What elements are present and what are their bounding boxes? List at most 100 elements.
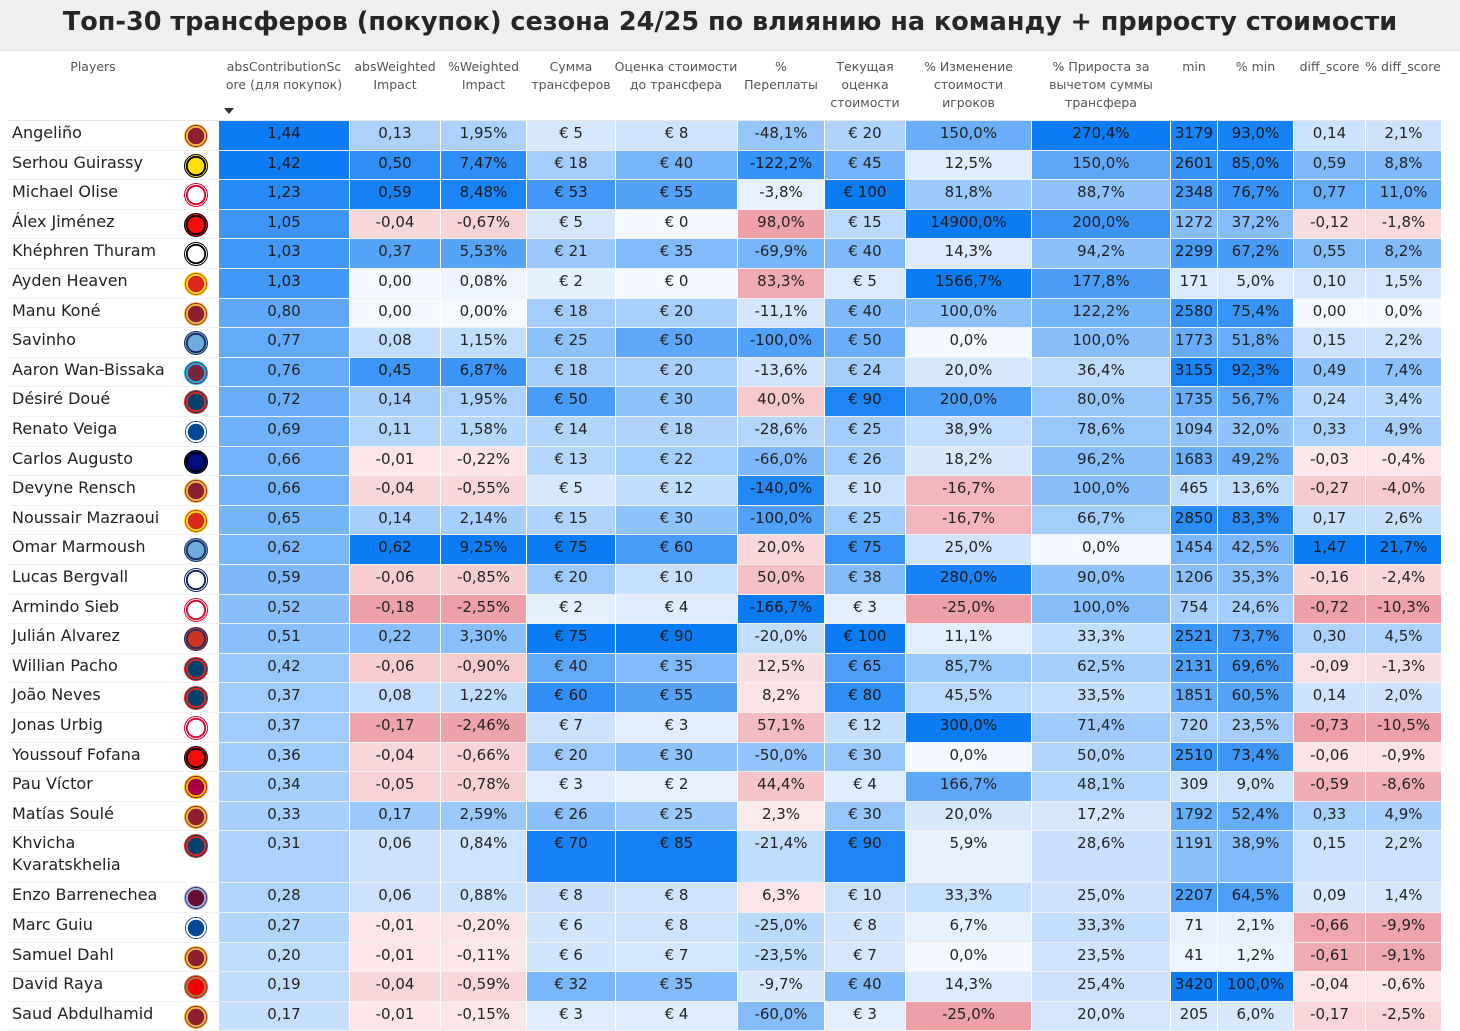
cell-bg-pdiff — [1366, 476, 1441, 505]
cell-bg-diff — [1294, 505, 1365, 535]
column-header-diff[interactable]: diff_score — [1299, 59, 1360, 74]
cell-over: -66,0% — [754, 449, 808, 468]
cell-diff: -0,59 — [1310, 775, 1349, 794]
cell-abs: 0,51 — [267, 627, 301, 646]
column-header-pmin[interactable]: % min — [1235, 59, 1276, 74]
cell-bg-gain — [1032, 535, 1170, 564]
column-header-est[interactable]: Оценка стоимости до трансфера — [614, 59, 738, 92]
cell-bg-min — [1171, 972, 1217, 1001]
sort-descending-icon[interactable] — [224, 108, 234, 114]
column-header-pdiff[interactable]: % diff_score — [1365, 59, 1441, 74]
column-header-cur[interactable]: Текущая оценка стоимости — [830, 59, 900, 110]
cell-awi: -0,01 — [375, 945, 415, 964]
cell-bg-gain — [1032, 831, 1170, 883]
column-header-awi[interactable]: absWeighted Impact — [354, 59, 436, 92]
cell-pdiff: -1,3% — [1381, 656, 1426, 675]
cell-abs: 0,34 — [267, 775, 301, 794]
cell-bg-abs — [219, 269, 349, 298]
astonvilla-logo — [184, 886, 208, 911]
row-divider — [8, 504, 1441, 506]
row-divider — [8, 149, 1441, 151]
cell-over: -28,6% — [754, 420, 808, 438]
cell-awi: 0,62 — [378, 538, 412, 557]
cell-diff: 0,00 — [1312, 301, 1347, 320]
cell-diff: -0,61 — [1310, 945, 1349, 964]
cell-bg-cur — [825, 180, 905, 209]
cell-est: € 35 — [659, 656, 694, 675]
cell-diff: -0,06 — [1310, 745, 1349, 764]
cell-bg-pdiff — [1366, 417, 1441, 446]
cell-awi: 0,00 — [378, 272, 412, 290]
cell-bg-est — [616, 742, 737, 772]
column-header-gain[interactable]: % Прироста за вычетом суммы трансфера — [1049, 59, 1153, 110]
cell-abs: 1,23 — [267, 183, 301, 202]
cell-bg-pwi — [441, 742, 526, 772]
cell-bg-pwi — [441, 594, 526, 624]
cell-bg-diff — [1294, 328, 1365, 357]
cell-bg-sum — [527, 505, 615, 535]
cell-chg: -25,0% — [941, 597, 996, 616]
cell-bg-cur — [825, 942, 905, 972]
cell-bg-chg — [906, 269, 1031, 298]
column-header-player[interactable]: Players — [70, 59, 116, 74]
cell-sum: € 2 — [559, 597, 583, 616]
cell-bg-diff — [1294, 594, 1365, 624]
cell-diff: -0,72 — [1310, 597, 1349, 616]
column-header-min[interactable]: min — [1182, 59, 1206, 74]
cell-bg-cur — [825, 269, 905, 298]
player-name: João Neves — [12, 685, 101, 705]
cell-bg-min — [1171, 180, 1217, 209]
cell-bg-pmin — [1218, 505, 1293, 535]
cell-sum: € 6 — [559, 945, 583, 964]
cell-bg-sum — [527, 150, 615, 180]
cell-bg-cur — [825, 239, 905, 268]
cell-bg-gain — [1032, 239, 1170, 268]
row-divider — [8, 741, 1441, 743]
cell-bg-sum — [527, 683, 615, 712]
cell-bg-diff — [1294, 624, 1365, 653]
cell-bg-est — [616, 357, 737, 387]
column-header-sum[interactable]: Сумма трансферов — [531, 59, 611, 92]
cell-sum: € 26 — [554, 804, 588, 823]
cell-over: -11,1% — [754, 301, 808, 320]
cell-sum: € 5 — [559, 479, 583, 498]
cell-bg-abs — [219, 446, 349, 476]
row-divider — [8, 416, 1441, 417]
cell-min: 1454 — [1174, 538, 1214, 557]
cell-bg-diff — [1294, 476, 1365, 505]
cell-bg-cur — [825, 476, 905, 505]
cell-bg-chg — [906, 801, 1031, 831]
cell-pwi: 5,53% — [459, 242, 508, 261]
cell-abs: 0,77 — [267, 331, 301, 350]
cell-abs: 0,76 — [267, 360, 301, 379]
cell-bg-pmin — [1218, 742, 1293, 772]
cell-gain: 270,4% — [1072, 124, 1130, 142]
column-header-chg[interactable]: % Изменение стоимости игроков — [924, 59, 1013, 110]
cell-pmin: 64,5% — [1231, 886, 1280, 905]
cell-over: -122,2% — [749, 153, 813, 172]
cell-abs: 0,80 — [267, 301, 301, 320]
cell-bg-pdiff — [1366, 942, 1441, 972]
cell-bg-awi — [350, 742, 440, 772]
cell-pmin: 49,2% — [1231, 449, 1280, 468]
column-header-abs[interactable]: absContributionScore (для покупок) — [225, 59, 343, 92]
column-header-pwi[interactable]: %Weighted Impact — [447, 59, 520, 92]
cell-abs: 0,69 — [267, 420, 301, 438]
player-name: Youssouf Fofana — [12, 744, 141, 764]
cell-bg-diff — [1294, 357, 1365, 387]
roma-logo — [184, 479, 208, 504]
cell-sum: € 75 — [554, 538, 588, 557]
cell-bg-min — [1171, 505, 1217, 535]
column-header-over[interactable]: % Переплаты — [744, 59, 818, 92]
cell-sum: € 5 — [559, 212, 583, 231]
manutd-logo — [184, 272, 208, 296]
cell-bg-over — [738, 328, 824, 357]
cell-gain: 33,3% — [1077, 916, 1125, 934]
cell-bg-gain — [1032, 328, 1170, 357]
cell-pdiff: 2,1% — [1384, 124, 1423, 142]
cell-diff: 0,24 — [1312, 390, 1347, 409]
cell-cur: € 80 — [848, 686, 882, 705]
cell-est: € 20 — [659, 360, 694, 379]
cell-bg-pdiff — [1366, 269, 1441, 298]
cell-bg-sum — [527, 831, 615, 883]
